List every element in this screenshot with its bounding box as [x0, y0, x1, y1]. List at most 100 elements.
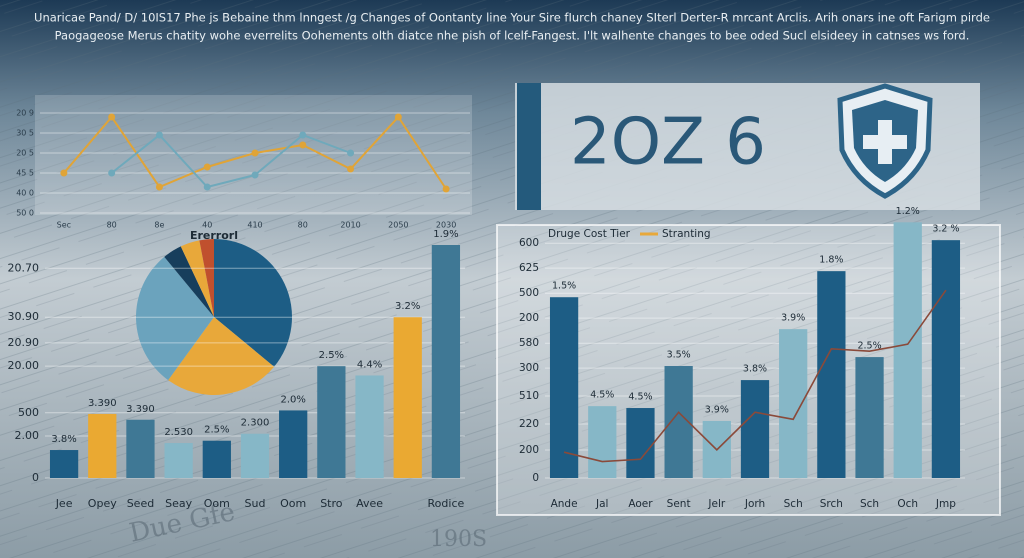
background-text: 190S	[430, 527, 487, 552]
bar	[931, 240, 961, 478]
bar	[317, 366, 346, 478]
bar	[893, 222, 922, 478]
x-tick-label: Jee	[55, 497, 73, 510]
bar-annotation: 2.0%	[280, 394, 305, 405]
y-tick-label: 20 5	[16, 149, 34, 158]
bar-annotation: 2.5%	[204, 425, 229, 436]
bar	[279, 410, 308, 478]
x-tick-label: Ande	[551, 498, 578, 510]
x-tick-label: Seed	[127, 497, 155, 510]
point	[442, 185, 450, 193]
x-tick-label: 80	[298, 221, 308, 230]
bar	[88, 413, 117, 478]
pie-slice	[168, 317, 275, 395]
pie-slice	[180, 240, 214, 317]
bar	[240, 433, 270, 478]
bar	[817, 271, 846, 478]
bar-annotation: 3.5%	[667, 350, 691, 361]
bar-annotation: 3.9%	[781, 313, 805, 324]
x-tick-label: 410	[247, 221, 262, 230]
bar	[49, 450, 79, 478]
x-tick-label: 8e	[154, 221, 164, 230]
line-series	[563, 289, 947, 463]
x-tick-label: Stro	[320, 497, 343, 510]
point	[394, 113, 402, 121]
y-tick-label: 580	[519, 337, 539, 349]
y-tick-label: 200	[519, 312, 539, 324]
x-tick-label: Jmp	[935, 498, 956, 510]
y-tick-label: 20.00	[8, 359, 40, 372]
y-tick-label: 20 9	[16, 109, 34, 118]
bar-annotation: 2.300	[241, 418, 270, 429]
bar-annotation: 3.390	[88, 398, 117, 409]
y-tick-label: 0	[532, 472, 539, 484]
point	[155, 131, 163, 139]
y-tick-label: 510	[519, 390, 539, 402]
y-tick-label: 600	[519, 237, 539, 249]
pie-slice	[164, 246, 214, 317]
legend-label: Druge Cost Tier	[548, 228, 631, 240]
y-tick-label: 0	[32, 471, 39, 484]
banner-strip	[517, 83, 541, 210]
bar-annotation: 3.2 %	[932, 224, 959, 235]
y-tick-label: 20.70	[8, 261, 40, 274]
bar	[626, 408, 655, 478]
banner-title: 2OZ 6	[570, 106, 766, 180]
point	[251, 149, 259, 157]
bar-annotation: 2.5%	[319, 350, 344, 361]
x-tick-label: 80	[107, 221, 117, 230]
bar-annotation: 2.5%	[857, 341, 881, 352]
bar	[740, 380, 770, 478]
y-tick-label: 40 0	[16, 189, 34, 198]
x-tick-label: Jal	[595, 498, 608, 510]
y-tick-label: 500	[18, 406, 39, 419]
x-tick-label: Srch	[820, 498, 843, 510]
bar	[588, 406, 617, 478]
point	[347, 149, 355, 157]
point	[299, 141, 307, 149]
point	[203, 183, 211, 191]
x-tick-label: Seay	[165, 497, 192, 510]
point	[251, 171, 259, 179]
x-tick-label: 2050	[388, 221, 408, 230]
x-tick-label: Sch	[860, 498, 879, 510]
bar	[549, 297, 579, 478]
y-tick-label: 500	[519, 287, 539, 299]
shield-icon	[837, 83, 933, 199]
line-series	[111, 133, 351, 189]
x-tick-label: Avee	[356, 497, 383, 510]
bar-annotation: 3.390	[126, 404, 155, 415]
point	[203, 163, 211, 171]
header-line: Paogageose Merus chatity wohe everrelits…	[55, 29, 970, 43]
bar	[431, 245, 461, 478]
pie-slice	[214, 239, 292, 367]
y-tick-label: 20.90	[8, 336, 40, 349]
bar-annotation: 3.2%	[395, 301, 420, 312]
bar-annotation: 3.8%	[51, 434, 76, 445]
x-tick-label: Sch	[784, 498, 803, 510]
x-tick-label: Rodice	[428, 497, 465, 510]
x-tick-label: Jorh	[744, 498, 765, 510]
bar-annotation: 1.8%	[819, 255, 843, 266]
y-tick-label: 220	[519, 418, 539, 430]
x-tick-label: Sec	[57, 221, 71, 230]
bar	[355, 375, 384, 478]
bar	[393, 317, 422, 478]
bar-annotation: 3.9%	[705, 404, 729, 415]
x-tick-label: 2010	[340, 221, 360, 230]
y-tick-label: 30 5	[16, 129, 34, 138]
x-tick-label: Aoer	[628, 498, 653, 510]
pie-title: Ererrorl	[190, 229, 238, 242]
y-tick-label: 300	[519, 362, 539, 374]
point	[108, 169, 116, 177]
point	[299, 131, 307, 139]
pie-slice	[136, 256, 214, 381]
x-tick-label: Sent	[667, 498, 691, 510]
bar-annotation: 2.530	[164, 427, 193, 438]
x-tick-label: 2030	[436, 221, 456, 230]
x-tick-label: Sud	[245, 497, 266, 510]
y-tick-label: 2.00	[15, 429, 40, 442]
bar-annotation: 3.8%	[743, 364, 767, 375]
x-tick-label: 40	[202, 221, 212, 230]
